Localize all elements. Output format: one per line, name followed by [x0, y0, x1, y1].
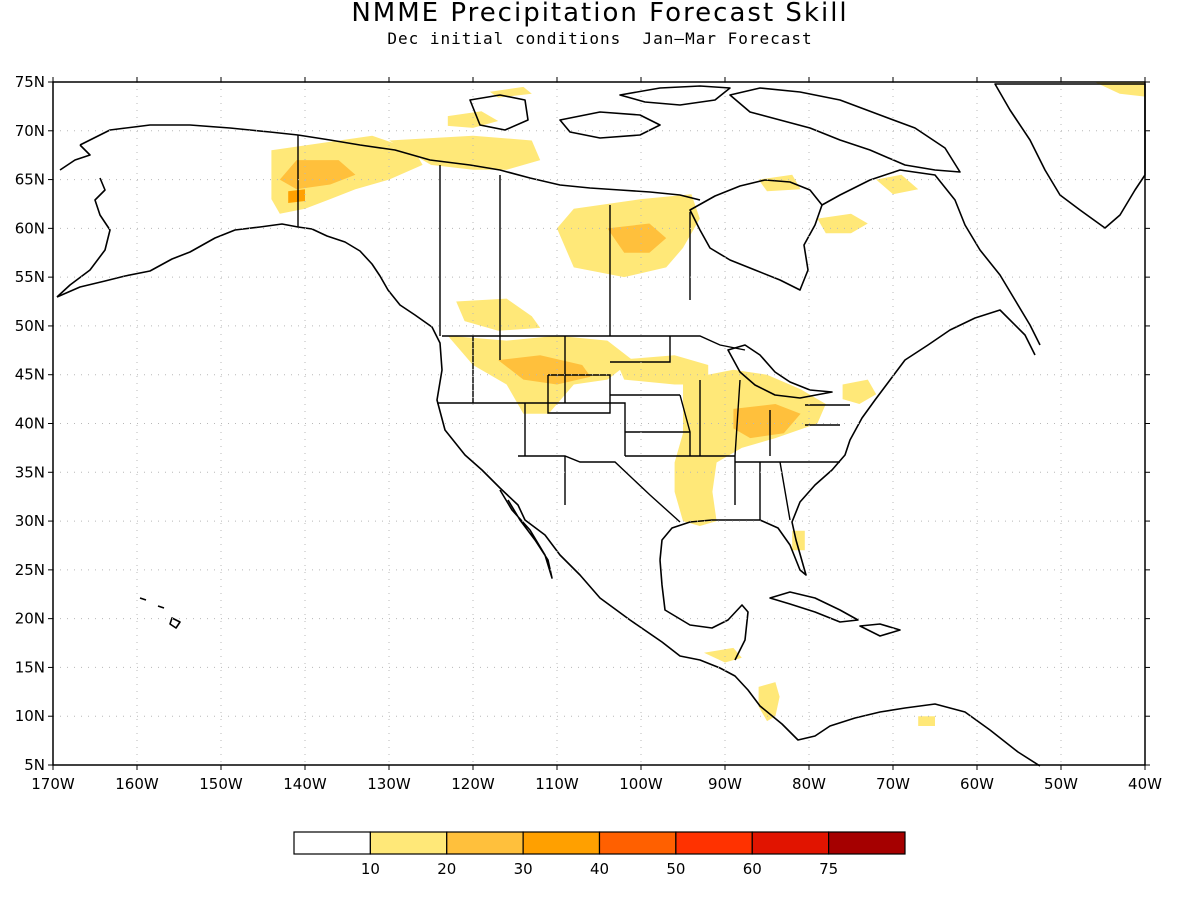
greenland	[994, 83, 1146, 229]
skill-region-baffin-south	[876, 174, 919, 195]
skill-region-alaska-yukon-max	[288, 189, 305, 203]
colorbar-swatch	[828, 831, 906, 855]
lon-label: 90W	[708, 775, 742, 793]
alaska-west-coast	[56, 124, 299, 298]
lon-label: 80W	[792, 775, 826, 793]
colorbar-label: 10	[361, 860, 380, 878]
lon-label: 50W	[1044, 775, 1078, 793]
lon-label: 60W	[960, 775, 994, 793]
baffin-island	[729, 87, 961, 173]
hawaii	[139, 597, 181, 629]
colorbar-swatch	[675, 831, 753, 855]
skill-region-east-coast-ny	[842, 379, 877, 404]
lon-label: 170W	[31, 775, 75, 793]
victoria-island	[559, 111, 661, 139]
colorbar-label: 60	[743, 860, 762, 878]
chart-subtitle: Dec initial conditions Jan–Mar Forecast	[387, 29, 813, 48]
skill-region-nw-territories-north	[389, 135, 541, 170]
skill-region-bc-alberta	[456, 298, 541, 331]
colorbar-swatch	[598, 831, 677, 855]
skill-region-nunavut-east	[758, 174, 801, 192]
skill-region-honduras-nicaragua	[758, 682, 780, 722]
graticule	[53, 82, 1145, 765]
lon-label: 140W	[283, 775, 327, 793]
lat-label: 25N	[15, 561, 45, 579]
colorbar-swatch	[293, 831, 371, 855]
political-borders-layer	[297, 135, 850, 523]
lat-label: 10N	[15, 707, 45, 725]
gulf-coastline	[659, 309, 1036, 576]
hudson-bay	[689, 179, 823, 291]
lat-label: 55N	[15, 268, 45, 286]
north-america-coastline	[56, 223, 1041, 767]
labrador-coast	[821, 169, 1041, 346]
lon-label: 40W	[1128, 775, 1162, 793]
axis-ticks	[48, 77, 1150, 770]
lon-label: 110W	[535, 775, 579, 793]
lat-label: 20N	[15, 610, 45, 628]
canada-provinces	[439, 165, 691, 336]
lat-label: 5N	[24, 756, 45, 774]
lat-label: 70N	[15, 122, 45, 140]
colorbar-label: 40	[590, 860, 609, 878]
skill-shading-layer	[271, 82, 1145, 726]
colorbar-swatch	[751, 831, 830, 855]
axis-tick-labels: 75N 70N 65N 60N 55N 50N 45N 40N 35N 30N 25N 20N 15N 1…	[15, 73, 1162, 793]
lon-label: 100W	[619, 775, 663, 793]
baja-california	[499, 489, 553, 579]
cuba	[769, 591, 859, 623]
lat-label: 60N	[15, 219, 45, 237]
arctic-coast	[297, 134, 701, 201]
skill-region-northern-rockies-core	[498, 355, 591, 385]
colorbar-label: 75	[819, 860, 838, 878]
lat-label: 15N	[15, 658, 45, 676]
colorbar-label: 20	[437, 860, 456, 878]
lon-label: 130W	[367, 775, 411, 793]
yucatan-coastline	[659, 559, 749, 661]
lon-label: 160W	[115, 775, 159, 793]
colorbar-swatch	[522, 831, 601, 855]
hispaniola	[859, 623, 901, 637]
skill-region-mississippi-ohio	[674, 369, 826, 526]
colorbar-swatch	[369, 831, 448, 855]
lat-label: 30N	[15, 512, 45, 530]
skill-region-banks-island	[447, 111, 499, 128]
chart-title: NMME Precipitation Forecast Skill	[351, 0, 849, 28]
colorbar-swatch	[446, 831, 524, 855]
skill-region-venezuela	[918, 716, 935, 726]
us-canada-border	[297, 135, 746, 351]
skill-region-guatemala	[704, 647, 742, 663]
lon-label: 150W	[199, 775, 243, 793]
lat-label: 35N	[15, 463, 45, 481]
colorbar-label: 30	[514, 860, 533, 878]
banks-island-outline	[469, 94, 529, 131]
lat-label: 50N	[15, 317, 45, 335]
lon-label: 120W	[451, 775, 495, 793]
skill-region-labrador	[817, 213, 868, 234]
ellesmere	[619, 85, 731, 106]
lon-label: 70W	[876, 775, 910, 793]
colorbar-label: 50	[666, 860, 685, 878]
lat-label: 40N	[15, 415, 45, 433]
us-mexico-border	[518, 455, 681, 523]
great-lakes	[727, 344, 833, 399]
lat-label: 65N	[15, 171, 45, 189]
skill-region-greenland-ne	[1094, 82, 1145, 97]
skill-region-ohio-valley-core	[733, 404, 801, 439]
lat-label: 75N	[15, 73, 45, 91]
skill-region-hudson-west-core	[607, 223, 667, 253]
coastline-layer	[56, 83, 1146, 767]
lat-label: 45N	[15, 366, 45, 384]
colorbar: 10 20 30 40 50 60 75	[293, 831, 906, 878]
